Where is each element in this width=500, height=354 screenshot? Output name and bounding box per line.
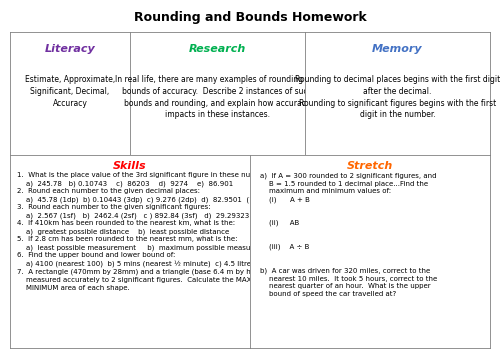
- Text: Skills: Skills: [113, 161, 147, 171]
- Text: In real life, there are many examples of rounding and
bounds of accuracy.  Descr: In real life, there are many examples of…: [115, 75, 320, 119]
- Text: Stretch: Stretch: [347, 161, 393, 171]
- Text: Memory: Memory: [372, 44, 423, 54]
- Text: Rounding to decimal places begins with the first digit
after the decimal.
Roundi: Rounding to decimal places begins with t…: [295, 75, 500, 119]
- Text: 1.  What is the place value of the 3rd significant figure in these numbers:
    : 1. What is the place value of the 3rd si…: [17, 172, 314, 291]
- Text: a)  If A = 300 rounded to 2 significant figures, and
    B = 1.5 rounded to 1 de: a) If A = 300 rounded to 2 significant f…: [260, 172, 437, 297]
- Text: Estimate, Approximate,
Significant, Decimal,
Accuracy: Estimate, Approximate, Significant, Deci…: [25, 75, 115, 108]
- Text: Research: Research: [189, 44, 246, 54]
- Text: Literacy: Literacy: [44, 44, 96, 54]
- Text: Rounding and Bounds Homework: Rounding and Bounds Homework: [134, 11, 366, 24]
